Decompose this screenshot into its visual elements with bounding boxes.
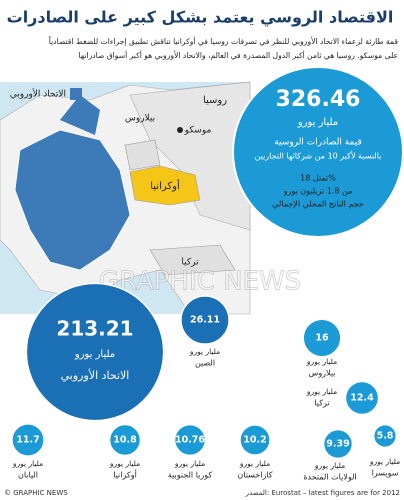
bubble-unit: مليار يورو bbox=[74, 349, 115, 360]
map-label: تركيا bbox=[181, 258, 199, 268]
russia-value: 326.46 bbox=[276, 87, 361, 112]
ukraine-area bbox=[129, 165, 201, 206]
bubble-name: كازاخستان bbox=[237, 471, 272, 480]
bubble bbox=[11, 423, 45, 457]
watermark: GRAPHIC NEWS bbox=[99, 267, 301, 297]
legend-label: الاتحاد الأوروبي bbox=[10, 88, 66, 100]
russia-area bbox=[129, 81, 251, 231]
bubble bbox=[173, 423, 207, 457]
bubble-value: 9.39 bbox=[326, 439, 349, 450]
bubble-value: 213.21 bbox=[56, 317, 133, 341]
bubble bbox=[25, 282, 165, 422]
bubble-unit: مليار يورو bbox=[306, 387, 337, 396]
intro-line: على موسكو. روسيا هي ثامن أكبر الدول المص… bbox=[79, 50, 398, 60]
bubble-name: الصين bbox=[195, 359, 215, 368]
belarus-area bbox=[124, 139, 161, 171]
bubble-unit: مليار يورو bbox=[314, 461, 345, 470]
bubble bbox=[239, 424, 271, 456]
bubble-unit: مليار يورو bbox=[306, 357, 337, 366]
map-label: بيلاروس bbox=[125, 114, 155, 124]
turkey-area bbox=[149, 244, 236, 276]
russia-unit: مليار يورو bbox=[297, 117, 338, 128]
bubble-value: 26.11 bbox=[190, 315, 220, 326]
russia-bubble bbox=[232, 66, 404, 238]
bubble-unit: مليار يورو bbox=[12, 459, 43, 468]
bubble bbox=[180, 295, 230, 345]
bubble bbox=[108, 423, 142, 457]
map-label: أوكرانيا bbox=[150, 179, 180, 192]
bubble-value: 16 bbox=[315, 333, 329, 344]
map: الاتحاد الأوروبي روسيا بيلاروس موسكو أوك… bbox=[0, 81, 251, 315]
russia-note: حجم الناتج المحلي الإجمالي bbox=[272, 200, 364, 210]
bubble-value: 5.8 bbox=[377, 431, 394, 442]
map-label: موسكو bbox=[184, 126, 212, 136]
eu-area bbox=[14, 129, 131, 271]
footer-credit: © GRAPHIC NEWS bbox=[4, 489, 68, 497]
bubble bbox=[344, 380, 380, 416]
bubble-unit: مليار يورو bbox=[109, 459, 140, 468]
bubble bbox=[372, 423, 398, 449]
russia-note: تمثل 18% bbox=[300, 174, 336, 183]
bubble-name: أوكرانيا bbox=[113, 470, 137, 480]
moscow-dot bbox=[177, 127, 183, 133]
bubble-unit: مليار يورو bbox=[369, 457, 400, 466]
title: الاقتصاد الروسي يعتمد بشكل كبير على الصا… bbox=[7, 8, 394, 28]
bubble bbox=[302, 318, 342, 358]
bubble-name: سويسرا bbox=[372, 469, 399, 478]
legend-swatch bbox=[70, 88, 82, 100]
bubble-unit: مليار يورو bbox=[239, 459, 270, 468]
bubble-value: 10.8 bbox=[113, 435, 137, 446]
bubble-name: كوريا الجنوبية bbox=[168, 471, 213, 480]
russia-caption: قيمة الصادرات الروسية bbox=[274, 138, 362, 148]
bubble-name: تركيا bbox=[314, 399, 329, 408]
bubble-name: بيلاروس bbox=[309, 369, 336, 378]
footer-source: المصدر: Eurostat – latest figures are fo… bbox=[245, 489, 400, 497]
intro-line: قمة طارئة لزعماء الاتحاد الأوروبي للنظر … bbox=[48, 35, 398, 46]
bubble-value: 11.7 bbox=[16, 435, 39, 446]
bubble-value: 10.2 bbox=[243, 435, 266, 446]
eu-north bbox=[60, 95, 100, 135]
bubble-value: 12.4 bbox=[350, 393, 374, 404]
bubble-name: اليابان bbox=[18, 471, 38, 480]
bubble-name: الولايات المتحدة bbox=[303, 473, 356, 482]
bubble-unit: مليار يورو bbox=[174, 459, 205, 468]
map-label: روسيا bbox=[203, 95, 227, 106]
bubble-name: الاتحاد الأوروبي bbox=[61, 368, 130, 382]
russia-caption: بالنسبة لأكبر 10 من شركائها التجاريين bbox=[255, 151, 382, 161]
bubble-unit: مليار يورو bbox=[189, 347, 220, 356]
bubble bbox=[322, 428, 354, 460]
bubble-value: 10.76 bbox=[175, 435, 205, 446]
russia-note: من 1.8 تريليون يورو bbox=[283, 187, 353, 196]
